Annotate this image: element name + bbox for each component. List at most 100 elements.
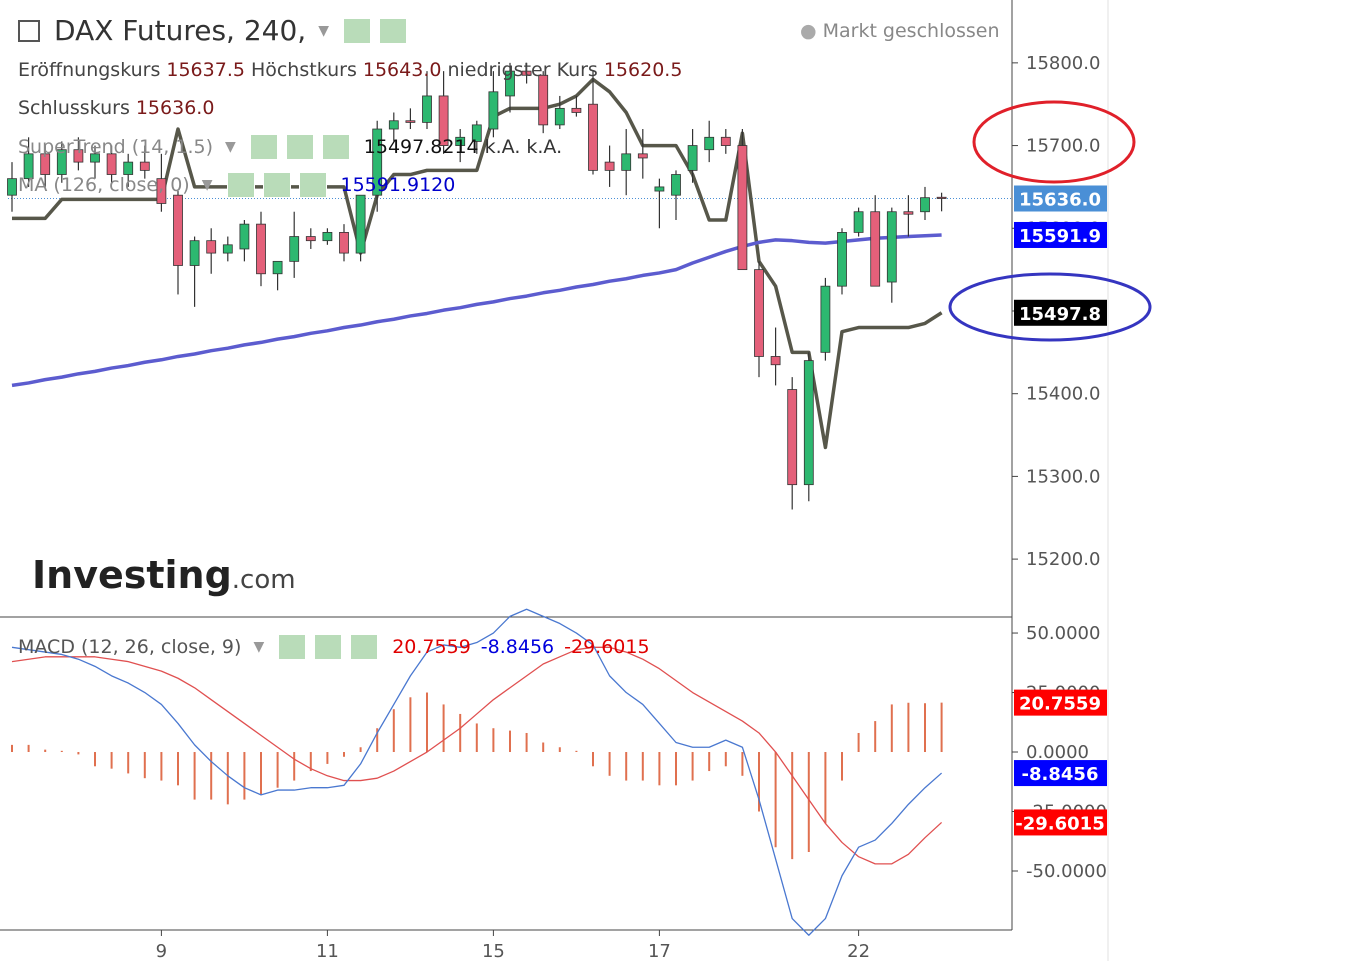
indicator-value: 20.7559 (392, 636, 471, 658)
candle-body (106, 153, 117, 175)
status-dot: ● (800, 20, 817, 42)
candle-body (139, 161, 150, 171)
candle-body (654, 186, 665, 192)
indicator-value: -29.6015 (564, 636, 650, 658)
dropdown[interactable]: ▼ (225, 139, 236, 155)
watermark-domain: .com (232, 565, 296, 595)
price-badge (1014, 689, 1107, 716)
candle-body (837, 232, 847, 287)
candle-body (621, 153, 632, 171)
candle-body (521, 70, 532, 76)
x-tick-label: 11 (316, 941, 339, 961)
candle-body (355, 194, 366, 254)
x-tick-label: 22 (847, 941, 870, 961)
eye-icon[interactable] (343, 17, 371, 44)
eye-icon[interactable] (278, 634, 307, 660)
gear-icon[interactable] (314, 634, 343, 660)
collapse-icon[interactable] (18, 19, 40, 42)
candle-body (554, 107, 565, 126)
gear-icon[interactable] (262, 172, 291, 198)
candle-body (239, 223, 250, 250)
macd-legend: MACD (12, 26, close, 9) ▼ 20.7559 -8.8456… (18, 634, 650, 660)
highlight-ellipse (972, 100, 1136, 184)
candle-body (123, 161, 134, 175)
y-tick-label: 15300.0 (1026, 466, 1100, 487)
candle-body (471, 124, 482, 142)
candle-body (737, 145, 748, 271)
candle-body (704, 136, 715, 151)
status-text: Markt geschlossen (822, 20, 1000, 42)
indicator-legend: MA (126, close, 0) ▼ 15591.9120 (18, 172, 455, 198)
gear-icon[interactable] (285, 134, 314, 160)
gear-icon[interactable] (379, 17, 407, 44)
price-badge-label: 15497.8 (1019, 304, 1101, 325)
ohlc-legend: Eröffnungskurs 15637.5 Höchstkurs 15643.0 … (18, 59, 682, 81)
candle-body (206, 240, 217, 254)
y-tick-label: -50.0000 (1026, 861, 1107, 882)
candle-body (455, 136, 466, 146)
ohlc-name: Schlusskurs (18, 97, 130, 119)
ohlc-name: Höchstkurs (250, 59, 357, 81)
y-tick-label: 15700.0 (1026, 136, 1100, 157)
candle-body (222, 244, 233, 254)
main-panel (7, 62, 1012, 510)
candle-body (156, 178, 167, 204)
status: ● Markt geschlossen (800, 20, 1000, 42)
ohlc-legend: Schlusskurs 15636.0 (18, 97, 214, 119)
candle-body (289, 236, 300, 262)
candle-body (40, 153, 51, 175)
y-tick-label: 50.0000 (1026, 623, 1100, 644)
indicator-name: SuperTrend (14, 1.5) (18, 136, 214, 158)
ohlc-value: 15620.5 (603, 59, 683, 81)
close-icon[interactable] (298, 172, 327, 198)
x-tick-label: 9 (156, 941, 167, 961)
y-tick-label: 15200.0 (1026, 549, 1100, 570)
candle-body (754, 269, 764, 357)
close-icon[interactable] (350, 634, 379, 660)
watermark-brand: Investing (32, 553, 232, 597)
close-icon[interactable] (321, 134, 350, 160)
ohlc-value: 15637.5 (166, 59, 245, 81)
price-badge (1014, 299, 1107, 326)
candle-body (488, 91, 499, 130)
candle-body (305, 236, 316, 242)
dropdown[interactable]: ▼ (201, 177, 213, 193)
candle-body (886, 211, 897, 283)
indicator-value: k.A. (484, 136, 521, 158)
y-tick-label: 15800.0 (1026, 53, 1100, 74)
candle-body (588, 103, 598, 171)
highlight-ellipse (948, 272, 1152, 342)
eye-icon[interactable] (249, 134, 278, 160)
candle-body (189, 240, 200, 266)
price-badge-label: 15591.9 (1019, 226, 1101, 247)
candle-body (7, 178, 17, 196)
x-tick-label: 17 (648, 941, 671, 961)
candle-body (687, 145, 698, 171)
candle-body (388, 120, 399, 130)
candle-body (803, 360, 814, 486)
ohlc-value: 15643.0 (362, 59, 442, 81)
candle-body (173, 194, 183, 266)
indicator-value: -8.8456 (480, 636, 555, 658)
indicator-name: MA (126, close, 0) (18, 174, 190, 196)
candle-body (73, 149, 84, 163)
candle-body (903, 211, 914, 215)
indicator-name: MACD (12, 26, close, 9) (18, 636, 242, 658)
chart-title: DAX Futures, 240, (54, 14, 307, 47)
dropdown[interactable]: ▼ (253, 639, 265, 655)
eye-icon[interactable] (226, 172, 255, 198)
dropdown[interactable]: ▼ (318, 22, 329, 39)
price-badge (1014, 809, 1107, 836)
indicator-legend: SuperTrend (14, 1.5) ▼ 15497.8214 k.A. k.… (18, 134, 562, 160)
header: DAX Futures, 240, ▼ (18, 14, 407, 47)
x-tick-label: 15 (482, 941, 505, 961)
candle-body (870, 211, 881, 287)
macd-line (11, 608, 943, 936)
indicator-value: k.A. (526, 136, 563, 158)
y-tick-label: 0.0000 (1026, 742, 1089, 763)
candle-body (637, 153, 648, 159)
ohlc-name: niedrigster Kurs (447, 59, 598, 81)
candle-body (405, 120, 416, 123)
